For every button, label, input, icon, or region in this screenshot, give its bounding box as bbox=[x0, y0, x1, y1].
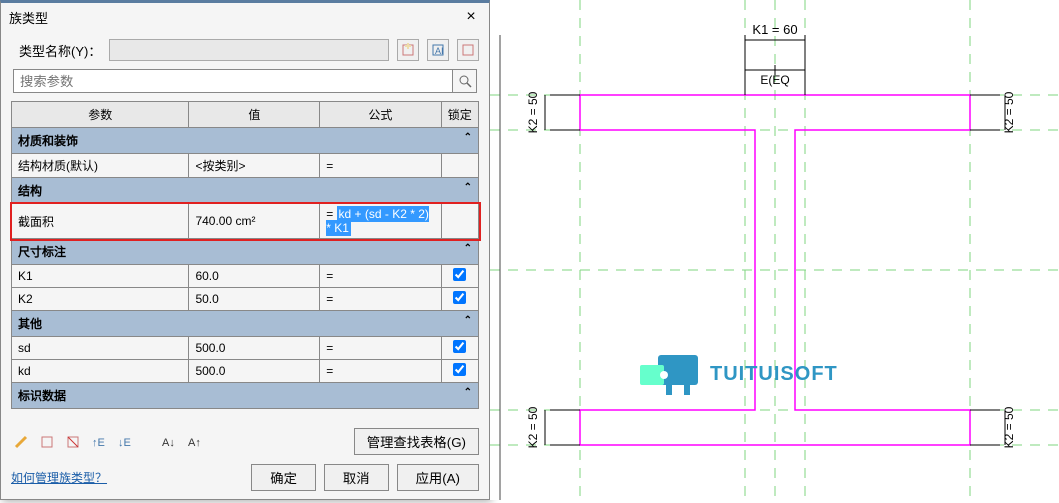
type-name-select[interactable] bbox=[109, 39, 389, 61]
cell-formula[interactable]: = bbox=[320, 360, 441, 383]
cell-param[interactable]: kd bbox=[12, 360, 189, 383]
dialog-titlebar[interactable]: 族类型 × bbox=[1, 3, 489, 31]
cell-lock[interactable] bbox=[441, 337, 478, 360]
delete-param-icon[interactable] bbox=[63, 432, 83, 452]
apply-button[interactable]: 应用(A) bbox=[397, 464, 479, 491]
dialog-body: 类型名称(Y)： AI 参数 值 公式 锁定 材质和装饰⌃ 结构 bbox=[1, 31, 489, 417]
family-types-dialog: 族类型 × 类型名称(Y)： AI 参数 值 公式 锁定 材 bbox=[0, 0, 490, 500]
svg-text:↑E: ↑E bbox=[92, 437, 105, 449]
cell-lock[interactable] bbox=[441, 204, 478, 239]
table-row[interactable]: K1 60.0 = bbox=[12, 265, 479, 288]
section-other[interactable]: 其他⌃ bbox=[12, 311, 479, 337]
cell-formula[interactable]: = bbox=[320, 337, 441, 360]
collapse-icon[interactable]: ⌃ bbox=[464, 243, 472, 254]
section-structure[interactable]: 结构⌃ bbox=[12, 178, 479, 204]
type-name-row: 类型名称(Y)： AI bbox=[11, 39, 479, 61]
collapse-icon[interactable]: ⌃ bbox=[464, 315, 472, 326]
dialog-title: 族类型 bbox=[9, 8, 461, 27]
svg-text:K2 = 50: K2 = 50 bbox=[526, 91, 540, 133]
rename-type-icon[interactable]: AI bbox=[427, 39, 449, 61]
search-input[interactable] bbox=[13, 69, 453, 93]
cell-lock[interactable] bbox=[441, 154, 478, 178]
svg-text:A↓: A↓ bbox=[162, 437, 175, 449]
cancel-button[interactable]: 取消 bbox=[324, 464, 389, 491]
section-dimension[interactable]: 尺寸标注⌃ bbox=[12, 239, 479, 265]
lock-checkbox[interactable] bbox=[453, 268, 466, 281]
drawing-canvas[interactable]: K1 = 60 E(EQ K2 = 50 K2 = 50 K2 = 50 K2 = 50 T… bbox=[490, 0, 1059, 500]
cell-value[interactable]: 60.0 bbox=[189, 265, 320, 288]
move-down-icon[interactable]: ↓E bbox=[115, 432, 135, 452]
svg-text:K2 = 50: K2 = 50 bbox=[1002, 406, 1016, 448]
edit-icon[interactable] bbox=[11, 432, 31, 452]
table-row[interactable]: sd 500.0 = bbox=[12, 337, 479, 360]
section-material[interactable]: 材质和装饰⌃ bbox=[12, 128, 479, 154]
header-param[interactable]: 参数 bbox=[12, 102, 189, 128]
table-row[interactable]: 结构材质(默认) <按类别> = bbox=[12, 154, 479, 178]
table-row[interactable]: K2 50.0 = bbox=[12, 288, 479, 311]
lock-checkbox[interactable] bbox=[453, 291, 466, 304]
section-identity[interactable]: 标识数据⌃ bbox=[12, 383, 479, 409]
collapse-icon[interactable]: ⌃ bbox=[464, 182, 472, 193]
cell-lock[interactable] bbox=[441, 288, 478, 311]
sort-desc-icon[interactable]: A↑ bbox=[185, 432, 205, 452]
cell-value[interactable]: 500.0 bbox=[189, 337, 320, 360]
svg-text:K1 = 60: K1 = 60 bbox=[752, 22, 797, 37]
sort-asc-icon[interactable]: A↓ bbox=[159, 432, 179, 452]
cell-formula[interactable]: = bbox=[320, 265, 441, 288]
svg-text:E(EQ: E(EQ bbox=[760, 73, 789, 87]
manage-lookup-button[interactable]: 管理查找表格(G) bbox=[354, 428, 479, 455]
dialog-footer: 如何管理族类型？ 确定 取消 应用(A) bbox=[11, 464, 479, 491]
cell-lock[interactable] bbox=[441, 265, 478, 288]
move-up-icon[interactable]: ↑E bbox=[89, 432, 109, 452]
table-header-row: 参数 值 公式 锁定 bbox=[12, 102, 479, 128]
cell-formula[interactable]: = bbox=[320, 154, 441, 178]
cell-value[interactable]: 50.0 bbox=[189, 288, 320, 311]
search-row bbox=[11, 69, 479, 93]
table-row[interactable]: kd 500.0 = bbox=[12, 360, 479, 383]
lock-checkbox[interactable] bbox=[453, 340, 466, 353]
svg-text:AI: AI bbox=[435, 46, 444, 56]
lock-checkbox[interactable] bbox=[453, 363, 466, 376]
cell-param[interactable]: 截面积 bbox=[12, 204, 189, 239]
table-row-section-area[interactable]: 截面积 740.00 cm² = kd + (sd - K2 * 2) * K1 bbox=[12, 204, 479, 239]
collapse-icon[interactable]: ⌃ bbox=[464, 132, 472, 143]
help-link[interactable]: 如何管理族类型？ bbox=[11, 469, 107, 486]
svg-text:TUITUISOFT: TUITUISOFT bbox=[710, 363, 838, 385]
cell-param[interactable]: 结构材质(默认) bbox=[12, 154, 189, 178]
header-formula[interactable]: 公式 bbox=[320, 102, 441, 128]
cell-value[interactable]: 740.00 cm² bbox=[189, 204, 320, 239]
header-value[interactable]: 值 bbox=[189, 102, 320, 128]
cell-param[interactable]: sd bbox=[12, 337, 189, 360]
cell-param[interactable]: K1 bbox=[12, 265, 189, 288]
parameter-table: 参数 值 公式 锁定 材质和装饰⌃ 结构材质(默认) <按类别> = 结构⌃ 截… bbox=[11, 101, 479, 409]
cell-lock[interactable] bbox=[441, 360, 478, 383]
search-icon[interactable] bbox=[453, 69, 477, 93]
delete-type-icon[interactable] bbox=[457, 39, 479, 61]
cell-value[interactable]: <按类别> bbox=[189, 154, 320, 178]
dialog-toolbar: ↑E ↓E A↓ A↑ 管理查找表格(G) bbox=[11, 424, 479, 459]
close-icon[interactable]: × bbox=[461, 8, 481, 26]
cell-value[interactable]: 500.0 bbox=[189, 360, 320, 383]
svg-text:↓E: ↓E bbox=[118, 437, 131, 449]
svg-text:A↑: A↑ bbox=[188, 437, 201, 449]
svg-text:K2 = 50: K2 = 50 bbox=[1002, 91, 1016, 133]
new-type-icon[interactable] bbox=[397, 39, 419, 61]
new-param-icon[interactable] bbox=[37, 432, 57, 452]
header-lock[interactable]: 锁定 bbox=[441, 102, 478, 128]
ok-button[interactable]: 确定 bbox=[251, 464, 316, 491]
cell-formula[interactable]: = bbox=[320, 288, 441, 311]
type-name-label: 类型名称(Y)： bbox=[19, 41, 101, 60]
cell-formula[interactable]: = kd + (sd - K2 * 2) * K1 bbox=[320, 204, 441, 239]
svg-text:K2 = 50: K2 = 50 bbox=[526, 406, 540, 448]
collapse-icon[interactable]: ⌃ bbox=[464, 387, 472, 398]
cell-param[interactable]: K2 bbox=[12, 288, 189, 311]
formula-selection: kd + (sd - K2 * 2) * K1 bbox=[326, 206, 429, 236]
